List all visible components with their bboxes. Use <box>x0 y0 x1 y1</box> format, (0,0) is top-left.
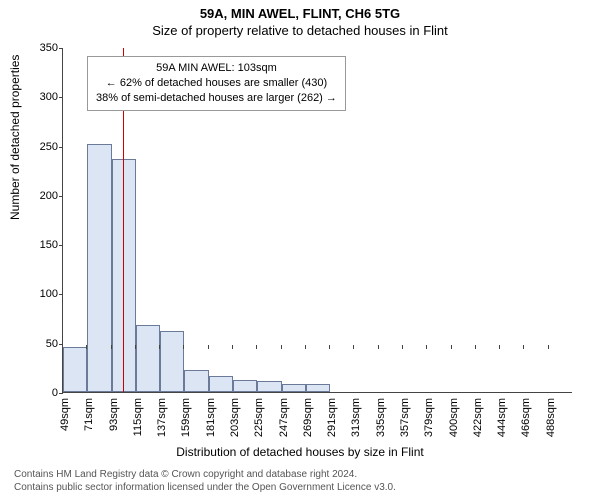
x-tick-label: 115sqm <box>132 398 144 436</box>
plot-frame: 05010015020025030035059A MIN AWEL: 103sq… <box>62 48 572 393</box>
x-tick-mark <box>208 345 209 349</box>
x-tick-mark <box>426 345 427 349</box>
histogram-bar <box>112 159 136 392</box>
y-tick-label: 300 <box>18 91 58 103</box>
x-tick-mark <box>378 345 379 349</box>
y-tick-label: 350 <box>18 42 58 54</box>
histogram-bar <box>63 347 87 392</box>
y-tick-mark <box>59 196 63 197</box>
annotation-line-2: ← 62% of detached houses are smaller (43… <box>96 76 337 91</box>
histogram-bar <box>209 376 233 392</box>
x-tick-mark <box>475 345 476 349</box>
y-tick-mark <box>59 97 63 98</box>
x-tick-label: 444sqm <box>496 398 508 437</box>
x-tick-mark <box>256 345 257 349</box>
x-tick-label: 269sqm <box>302 398 314 437</box>
chart-title-main: 59A, MIN AWEL, FLINT, CH6 5TG <box>0 0 600 21</box>
y-tick-mark <box>59 48 63 49</box>
y-tick-mark <box>59 245 63 246</box>
chart-title-sub: Size of property relative to detached ho… <box>0 21 600 38</box>
histogram-bar <box>257 381 281 392</box>
footer-line-1: Contains HM Land Registry data © Crown c… <box>14 468 396 481</box>
y-tick-label: 50 <box>18 338 58 350</box>
x-tick-label: 422sqm <box>472 398 484 437</box>
x-tick-mark <box>499 345 500 349</box>
x-tick-mark <box>523 345 524 349</box>
x-tick-mark <box>86 345 87 349</box>
y-tick-mark <box>59 294 63 295</box>
x-tick-label: 159sqm <box>180 398 192 437</box>
x-tick-mark <box>451 345 452 349</box>
histogram-bar <box>282 384 306 392</box>
histogram-bar <box>160 331 184 392</box>
y-tick-label: 150 <box>18 239 58 251</box>
x-tick-mark <box>62 345 63 349</box>
x-tick-mark <box>329 345 330 349</box>
histogram-bar <box>87 144 111 392</box>
x-tick-label: 49sqm <box>59 398 71 431</box>
x-tick-mark <box>353 345 354 349</box>
annotation-box: 59A MIN AWEL: 103sqm← 62% of detached ho… <box>87 56 346 111</box>
x-tick-label: 335sqm <box>375 398 387 437</box>
x-tick-label: 488sqm <box>545 398 557 437</box>
x-tick-mark <box>159 345 160 349</box>
x-tick-label: 357sqm <box>399 398 411 437</box>
annotation-line-3: 38% of semi-detached houses are larger (… <box>96 91 337 106</box>
x-tick-label: 400sqm <box>448 398 460 437</box>
x-tick-mark <box>402 345 403 349</box>
x-tick-label: 181sqm <box>205 398 217 437</box>
x-tick-label: 203sqm <box>229 398 241 437</box>
x-tick-mark <box>281 345 282 349</box>
y-tick-label: 100 <box>18 288 58 300</box>
x-tick-mark <box>183 345 184 349</box>
x-tick-mark <box>305 345 306 349</box>
x-tick-label: 93sqm <box>108 398 120 431</box>
footer-attribution: Contains HM Land Registry data © Crown c… <box>14 468 396 494</box>
chart-plot-area: 05010015020025030035059A MIN AWEL: 103sq… <box>62 48 572 393</box>
x-tick-mark <box>232 345 233 349</box>
x-tick-label: 379sqm <box>423 398 435 437</box>
x-tick-label: 225sqm <box>253 398 265 437</box>
histogram-bar <box>184 370 208 392</box>
histogram-bar <box>306 384 330 392</box>
x-tick-label: 313sqm <box>350 398 362 437</box>
x-tick-label: 247sqm <box>278 398 290 437</box>
histogram-bar <box>233 380 257 392</box>
footer-line-2: Contains public sector information licen… <box>14 481 396 494</box>
y-tick-mark <box>59 393 63 394</box>
y-tick-mark <box>59 147 63 148</box>
x-tick-label: 291sqm <box>326 398 338 437</box>
x-tick-mark <box>548 345 549 349</box>
y-tick-label: 250 <box>18 141 58 153</box>
x-tick-mark <box>111 345 112 349</box>
y-tick-label: 200 <box>18 190 58 202</box>
x-tick-mark <box>135 345 136 349</box>
x-tick-label: 137sqm <box>156 398 168 437</box>
x-tick-label: 71sqm <box>83 398 95 431</box>
x-axis-label: Distribution of detached houses by size … <box>0 445 600 459</box>
y-tick-label: 0 <box>18 387 58 399</box>
annotation-line-1: 59A MIN AWEL: 103sqm <box>96 61 337 76</box>
histogram-bar <box>136 325 160 392</box>
x-tick-label: 466sqm <box>520 398 532 437</box>
